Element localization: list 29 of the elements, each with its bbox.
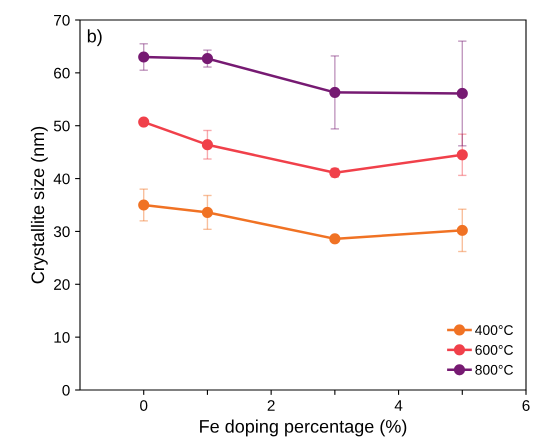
y-tick-label: 40 [54, 173, 70, 184]
point [456, 224, 468, 236]
point [329, 233, 340, 244]
y-tick-label: 30 [54, 226, 70, 238]
point [329, 86, 340, 98]
y-tick-label: 10 [54, 332, 70, 343]
x-axis-title: Fe doping percentage (%) [200, 420, 406, 436]
x-tick-label: 6 [522, 400, 530, 411]
y-tick-label: 70 [54, 14, 70, 26]
point [138, 116, 150, 128]
x-tick-label: 2 [268, 400, 275, 411]
y-tick-label: 20 [54, 279, 70, 290]
legend-label: 400°C [475, 325, 513, 335]
point [456, 88, 468, 100]
y-tick-label: 50 [54, 120, 70, 132]
point [202, 139, 213, 150]
x-tick-label: 0 [140, 400, 148, 411]
y-tick-label: 0 [62, 384, 70, 396]
point [202, 53, 213, 64]
legend-label: 800°C [475, 364, 513, 375]
y-axis-title: Crystallite size (nm) [30, 126, 48, 284]
point [138, 51, 150, 63]
x-tick-label: 4 [394, 400, 402, 411]
point [202, 206, 213, 218]
annotation: b) [88, 29, 102, 46]
legend-label: 600°C [475, 345, 513, 355]
point [138, 199, 150, 211]
point [456, 149, 468, 160]
y-tick-label: 60 [54, 68, 70, 79]
